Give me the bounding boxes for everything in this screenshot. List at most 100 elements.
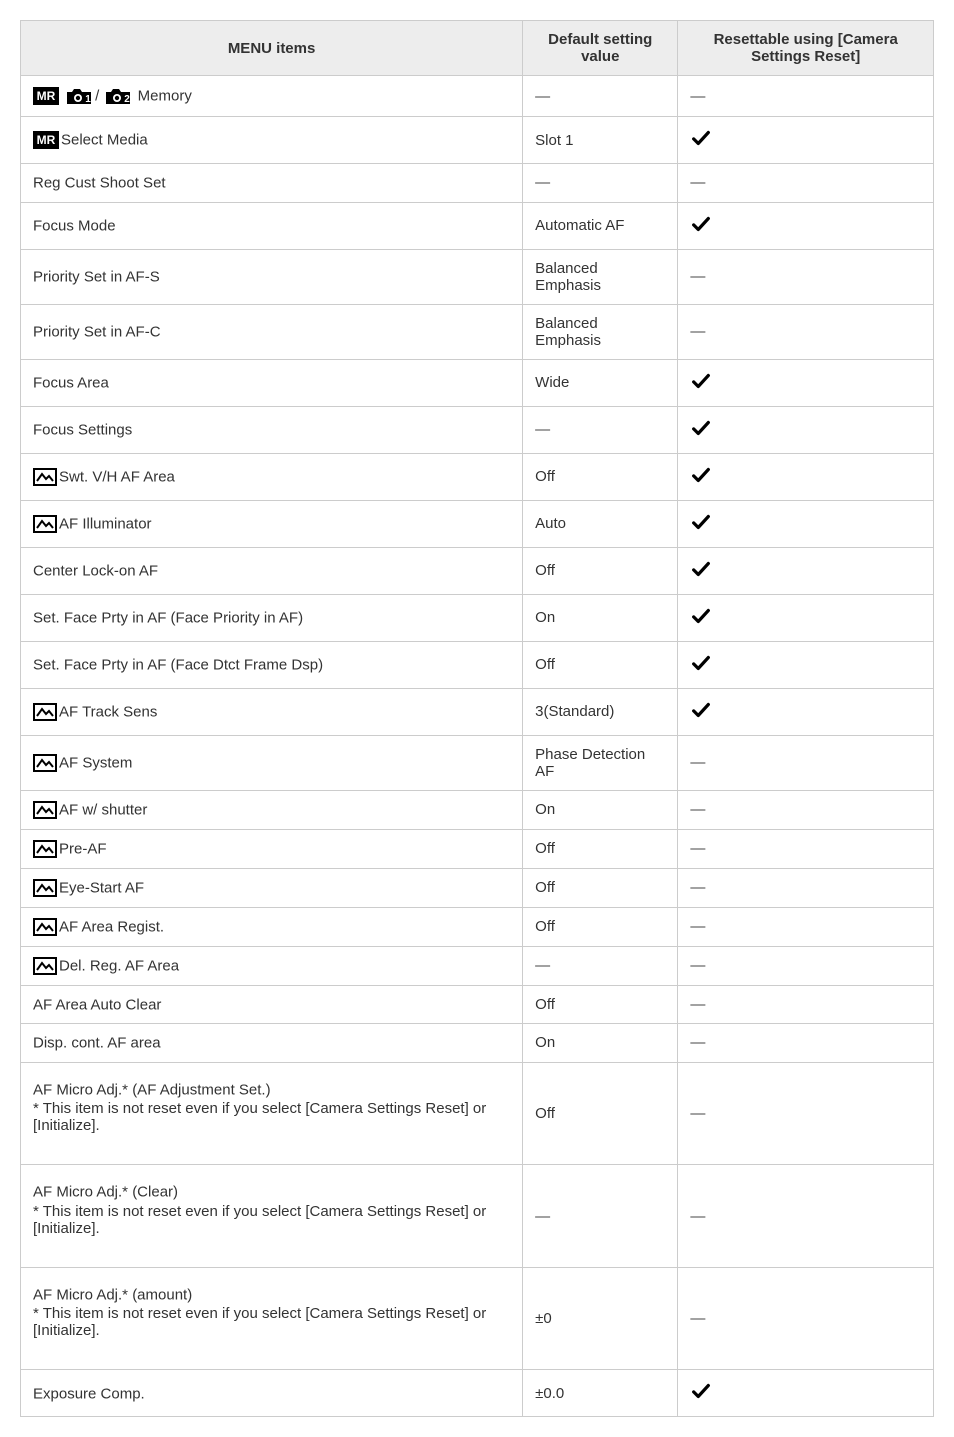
resettable-cell: — (678, 76, 934, 117)
table-row: Set. Face Prty in AF (Face Priority in A… (21, 594, 934, 641)
table-row: AF Micro Adj.* (Clear)* This item is not… (21, 1165, 934, 1268)
check-icon (690, 652, 712, 674)
menu-item-label: Set. Face Prty in AF (Face Priority in A… (33, 609, 303, 626)
default-value: Balanced Emphasis (535, 315, 601, 349)
menu-item-label: AF Micro Adj.* (amount) (33, 1286, 192, 1303)
settings-table: MENU items Default setting value Resetta… (20, 20, 934, 1417)
menu-item-cell: Priority Set in AF-C (21, 304, 523, 359)
menu-item-label: Exposure Comp. (33, 1385, 145, 1402)
menu-item-note: * This item is not reset even if you sel… (33, 1100, 510, 1134)
table-row: AF SystemPhase Detection AF— (21, 735, 934, 790)
dash-text: — (690, 1310, 705, 1327)
default-value: ±0.0 (535, 1385, 564, 1402)
menu-item-label: Center Lock-on AF (33, 562, 158, 579)
resettable-cell (678, 500, 934, 547)
svg-text:MR: MR (37, 133, 56, 147)
menu-item-label: Pre-AF (59, 840, 107, 857)
default-value: On (535, 801, 555, 818)
dash-text: — (690, 1034, 705, 1051)
dash-text: — (690, 1208, 705, 1225)
table-row: AF IlluminatorAuto (21, 500, 934, 547)
resettable-cell (678, 359, 934, 406)
table-row: Set. Face Prty in AF (Face Dtct Frame Ds… (21, 641, 934, 688)
resettable-cell (678, 453, 934, 500)
default-value: On (535, 1034, 555, 1051)
menu-item-label: Priority Set in AF-C (33, 323, 161, 340)
dash-text: — (535, 957, 550, 974)
menu-item-label: Swt. V/H AF Area (59, 468, 175, 485)
resettable-cell: — (678, 304, 934, 359)
dash-text: — (690, 957, 705, 974)
col-default: Default setting value (523, 21, 678, 76)
resettable-cell (678, 594, 934, 641)
default-value-cell: ±0.0 (523, 1370, 678, 1417)
resettable-cell (678, 688, 934, 735)
default-value-cell: Off (523, 1062, 678, 1165)
menu-item-cell: Set. Face Prty in AF (Face Dtct Frame Ds… (21, 641, 523, 688)
table-row: Priority Set in AF-C Balanced Emphasis — (21, 304, 934, 359)
dash-text: — (690, 268, 705, 285)
resettable-cell (678, 117, 934, 164)
default-value-cell: — (523, 76, 678, 117)
table-row: AF Area Auto Clear Off— (21, 985, 934, 1024)
default-value-cell: Off (523, 641, 678, 688)
default-value: Auto (535, 515, 566, 532)
check-icon (690, 370, 712, 392)
resettable-cell (678, 641, 934, 688)
menu-item-note: * This item is not reset even if you sel… (33, 1305, 510, 1339)
default-value-cell: Auto (523, 500, 678, 547)
default-value: Off (535, 562, 555, 579)
check-icon (690, 213, 712, 235)
resettable-cell: — (678, 868, 934, 907)
camera-1-icon: 1 (65, 86, 93, 106)
default-value-cell: Slot 1 (523, 117, 678, 164)
default-value-cell: On (523, 594, 678, 641)
menu-item-cell: AF Track Sens (21, 688, 523, 735)
svg-text:1: 1 (85, 94, 91, 105)
default-value-cell: Balanced Emphasis (523, 249, 678, 304)
menu-item-cell: Exposure Comp. (21, 1370, 523, 1417)
default-value-cell: Off (523, 907, 678, 946)
default-value: Slot 1 (535, 132, 573, 149)
table-row: MRSelect MediaSlot 1 (21, 117, 934, 164)
default-value: Balanced Emphasis (535, 260, 601, 294)
menu-item-cell: Disp. cont. AF area (21, 1024, 523, 1063)
menu-item-cell: AF Area Auto Clear (21, 985, 523, 1024)
default-value-cell: Off (523, 868, 678, 907)
menu-item-cell: Focus Settings (21, 406, 523, 453)
menu-item-label: AF Area Auto Clear (33, 996, 161, 1013)
mr-badge-icon: MR (33, 131, 59, 149)
default-value: Off (535, 656, 555, 673)
dash-text: — (535, 174, 550, 191)
menu-item-cell: Center Lock-on AF (21, 547, 523, 594)
default-value-cell: Off (523, 985, 678, 1024)
resettable-cell (678, 1370, 934, 1417)
resettable-cell (678, 202, 934, 249)
default-value-cell: — (523, 1165, 678, 1268)
default-value-cell: Automatic AF (523, 202, 678, 249)
menu-item-cell: Pre-AF (21, 829, 523, 868)
check-icon (690, 417, 712, 439)
still-image-icon (33, 840, 57, 858)
menu-item-cell: Del. Reg. AF Area (21, 946, 523, 985)
dash-text: — (690, 174, 705, 191)
menu-item-label: AF Area Regist. (59, 918, 164, 935)
resettable-cell: — (678, 790, 934, 829)
menu-item-label: Reg Cust Shoot Set (33, 175, 166, 192)
default-value-cell: — (523, 406, 678, 453)
still-image-icon (33, 879, 57, 897)
menu-item-cell: Focus Area (21, 359, 523, 406)
table-row: Eye-Start AFOff— (21, 868, 934, 907)
default-value: Off (535, 1105, 555, 1122)
menu-item-cell: Focus Mode (21, 202, 523, 249)
default-value-cell: — (523, 164, 678, 203)
menu-item-cell: AF System (21, 735, 523, 790)
menu-item-label: AF w/ shutter (59, 801, 147, 818)
resettable-cell: — (678, 985, 934, 1024)
default-value-cell: Off (523, 547, 678, 594)
check-icon (690, 605, 712, 627)
menu-item-label: Memory (134, 88, 192, 105)
table-row: MR 1/ 2 Memory—— (21, 76, 934, 117)
svg-text:2: 2 (124, 94, 130, 105)
check-icon (690, 464, 712, 486)
